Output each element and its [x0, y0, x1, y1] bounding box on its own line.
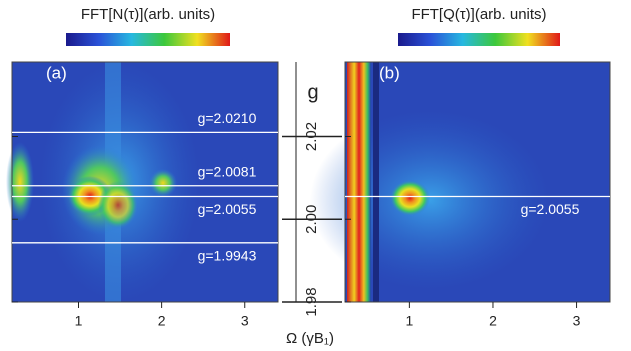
panel-label: (b): [379, 63, 400, 82]
heatmap-b: [310, 62, 610, 302]
y-tick-label: 2.02: [303, 122, 320, 151]
colorbar-label: FFT[Q(τ)](arb. units): [411, 6, 546, 23]
y-tick-label: 1.98: [303, 287, 320, 316]
line-label: g=2.0081: [198, 163, 257, 179]
x-axis-label: Ω (γB₁): [286, 330, 334, 347]
heatmap-a: [6, 62, 278, 302]
x-tick-label: 3: [573, 313, 581, 329]
colorbar-label: FFT[N(τ)](arb. units): [81, 6, 215, 23]
line-label: g=2.0055: [521, 201, 580, 217]
x-tick-label: 2: [158, 313, 166, 329]
plot-frame: [344, 61, 611, 303]
plot-frame: [11, 61, 279, 303]
colorbar: [66, 33, 230, 46]
x-tick-label: 2: [489, 313, 497, 329]
line-label: g=2.0055: [198, 201, 257, 217]
y-tick-label: 2.00: [303, 205, 320, 234]
line-label: g=2.0210: [198, 110, 257, 126]
colorbar: [398, 33, 560, 46]
x-tick-label: 1: [405, 313, 413, 329]
y-axis-label: g: [307, 81, 318, 103]
panel-label: (a): [46, 63, 67, 82]
x-tick-label: 1: [75, 313, 83, 329]
x-tick-label: 3: [241, 313, 249, 329]
line-label: g=1.9943: [198, 248, 257, 264]
